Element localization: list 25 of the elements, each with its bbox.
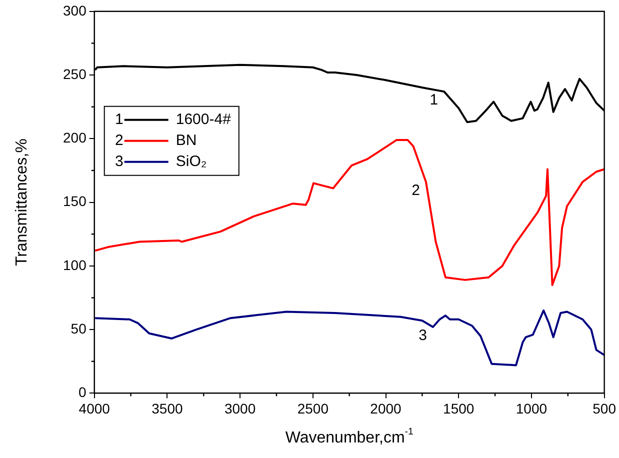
annotation: 1 bbox=[430, 92, 438, 109]
y-tick-label: 50 bbox=[70, 320, 87, 336]
x-tick-label: 3000 bbox=[224, 400, 256, 416]
y-tick-label: 250 bbox=[63, 66, 87, 82]
legend-label: 1600-4# bbox=[176, 111, 232, 128]
x-tick-label: 3500 bbox=[152, 400, 183, 416]
x-tick-label: 2500 bbox=[297, 400, 329, 416]
text: 1 bbox=[115, 111, 124, 128]
y-tick-label: 0 bbox=[78, 384, 87, 400]
annotation: 2 bbox=[412, 182, 420, 200]
x-tick-label: 1500 bbox=[443, 400, 474, 416]
y-tick-label: 300 bbox=[63, 2, 87, 18]
x-tick-label: 500 bbox=[592, 400, 616, 416]
x-tick-label: 1000 bbox=[516, 400, 548, 416]
legend-label: SiO₂ bbox=[176, 153, 207, 170]
text: 2 bbox=[115, 132, 124, 150]
text: 3 bbox=[115, 153, 124, 170]
x-tick-label: 4000 bbox=[78, 400, 110, 416]
legend-label: BN bbox=[176, 132, 197, 150]
y-tick-label: 100 bbox=[63, 256, 87, 273]
annotation: 3 bbox=[418, 327, 427, 344]
y-axis-title: Transmittances,% bbox=[13, 138, 30, 266]
x-tick-label: 2000 bbox=[370, 400, 402, 416]
y-tick-label: 200 bbox=[63, 130, 87, 146]
y-tick-label: 150 bbox=[63, 193, 87, 210]
